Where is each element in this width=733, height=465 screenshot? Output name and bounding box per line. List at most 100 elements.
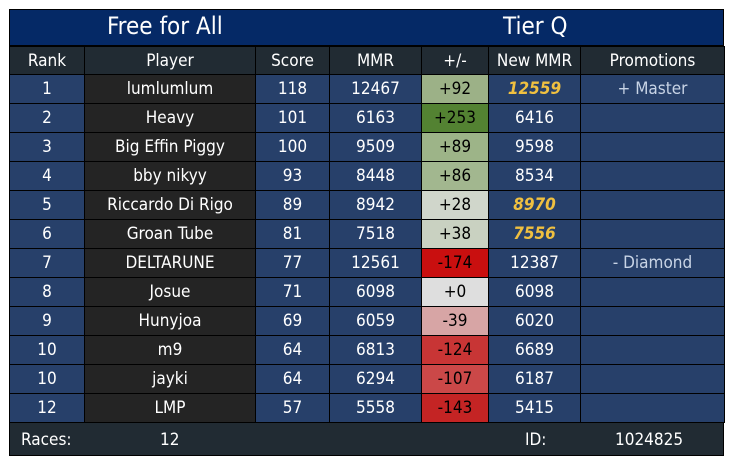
cell-promotion: + Master	[580, 74, 725, 104]
table-row: 1 lumlumlum 118 12467 +92 12559 + Master	[9, 74, 725, 104]
cell-score: 100	[255, 132, 330, 162]
cell-rank: 1	[9, 74, 85, 104]
cell-mmr: 12561	[329, 248, 422, 278]
cell-mmr: 6813	[329, 335, 422, 365]
table-row: 8 Josue 71 6098 +0 6098	[9, 277, 725, 307]
cell-player: Riccardo Di Rigo	[84, 190, 256, 220]
cell-mmr: 6163	[329, 103, 422, 133]
tier-title: Tier Q	[503, 12, 568, 40]
cell-new-mmr: 5415	[488, 393, 581, 423]
cell-rank: 3	[9, 132, 85, 162]
id-label: ID:	[525, 430, 547, 450]
table-row: 5 Riccardo Di Rigo 89 8942 +28 8970	[9, 190, 725, 220]
cell-new-mmr: 6187	[488, 364, 581, 394]
cell-promotion	[580, 103, 725, 133]
column-header-promotions: Promotions	[580, 46, 725, 75]
results-table: Rank Player Score MMR +/- New MMR Promot…	[9, 46, 725, 423]
table-row: 10 jayki 64 6294 -107 6187	[9, 364, 725, 394]
cell-score: 81	[255, 219, 330, 249]
cell-promotion	[580, 393, 725, 423]
column-header-score: Score	[255, 46, 330, 75]
cell-score: 64	[255, 364, 330, 394]
cell-rank: 10	[9, 335, 85, 365]
cell-score: 89	[255, 190, 330, 220]
cell-score: 57	[255, 393, 330, 423]
cell-new-mmr: 9598	[488, 132, 581, 162]
cell-mmr: 7518	[329, 219, 422, 249]
table-row: 3 Big Effin Piggy 100 9509 +89 9598	[9, 132, 725, 162]
column-header-rank: Rank	[9, 46, 85, 75]
cell-mmr: 9509	[329, 132, 422, 162]
races-value: 12	[160, 430, 180, 450]
cell-delta: -39	[421, 306, 489, 336]
cell-player: bby nikyy	[84, 161, 256, 191]
cell-mmr: 6294	[329, 364, 422, 394]
cell-promotion	[580, 161, 725, 191]
cell-rank: 9	[9, 306, 85, 336]
mode-title: Free for All	[107, 12, 223, 40]
cell-delta: +92	[421, 74, 489, 104]
cell-player: Groan Tube	[84, 219, 256, 249]
cell-new-mmr: 12387	[488, 248, 581, 278]
cell-delta: +0	[421, 277, 489, 307]
cell-rank: 12	[9, 393, 85, 423]
table-row: 6 Groan Tube 81 7518 +38 7556	[9, 219, 725, 249]
cell-promotion	[580, 190, 725, 220]
cell-delta: +28	[421, 190, 489, 220]
cell-player: Hunyjoa	[84, 306, 256, 336]
cell-rank: 10	[9, 364, 85, 394]
cell-rank: 4	[9, 161, 85, 191]
table-row: 7 DELTARUNE 77 12561 -174 12387- Diamond	[9, 248, 725, 278]
cell-new-mmr: 8970	[488, 190, 581, 220]
cell-new-mmr: 8534	[488, 161, 581, 191]
column-header-mmr: MMR	[329, 46, 422, 75]
column-header-player: Player	[84, 46, 256, 75]
cell-delta: -143	[421, 393, 489, 423]
cell-delta: -174	[421, 248, 489, 278]
cell-player: lumlumlum	[84, 74, 256, 104]
cell-new-mmr: 12559	[488, 74, 581, 104]
cell-promotion	[580, 219, 725, 249]
cell-promotion	[580, 277, 725, 307]
cell-player: jayki	[84, 364, 256, 394]
title-bar: Free for All Tier Q	[9, 9, 724, 46]
cell-mmr: 12467	[329, 74, 422, 104]
cell-player: LMP	[84, 393, 256, 423]
cell-rank: 5	[9, 190, 85, 220]
column-header-new-mmr: New MMR	[488, 46, 581, 75]
table-row: 10 m9 64 6813 -124 6689	[9, 335, 725, 365]
cell-player: Josue	[84, 277, 256, 307]
cell-new-mmr: 6020	[488, 306, 581, 336]
cell-score: 77	[255, 248, 330, 278]
cell-promotion	[580, 306, 725, 336]
results-table-card: Free for All Tier Q Rank Player Score MM…	[9, 9, 725, 456]
cell-score: 93	[255, 161, 330, 191]
cell-rank: 6	[9, 219, 85, 249]
cell-promotion: - Diamond	[580, 248, 725, 278]
cell-delta: +89	[421, 132, 489, 162]
cell-promotion	[580, 132, 725, 162]
cell-rank: 2	[9, 103, 85, 133]
cell-new-mmr: 6689	[488, 335, 581, 365]
cell-player: m9	[84, 335, 256, 365]
table-row: 12 LMP 57 5558 -143 5415	[9, 393, 725, 423]
cell-score: 101	[255, 103, 330, 133]
cell-mmr: 8942	[329, 190, 422, 220]
cell-score: 118	[255, 74, 330, 104]
column-header-delta: +/-	[421, 46, 489, 75]
cell-player: Big Effin Piggy	[84, 132, 256, 162]
races-label: Races:	[21, 430, 72, 450]
cell-mmr: 8448	[329, 161, 422, 191]
cell-player: DELTARUNE	[84, 248, 256, 278]
cell-score: 69	[255, 306, 330, 336]
cell-delta: +38	[421, 219, 489, 249]
cell-score: 71	[255, 277, 330, 307]
cell-promotion	[580, 364, 725, 394]
table-row: 9 Hunyjoa 69 6059 -39 6020	[9, 306, 725, 336]
table-row: 2 Heavy 101 6163 +253 6416	[9, 103, 725, 133]
id-value: 1024825	[615, 430, 684, 450]
cell-delta: -124	[421, 335, 489, 365]
cell-mmr: 6059	[329, 306, 422, 336]
cell-player: Heavy	[84, 103, 256, 133]
cell-delta: +253	[421, 103, 489, 133]
